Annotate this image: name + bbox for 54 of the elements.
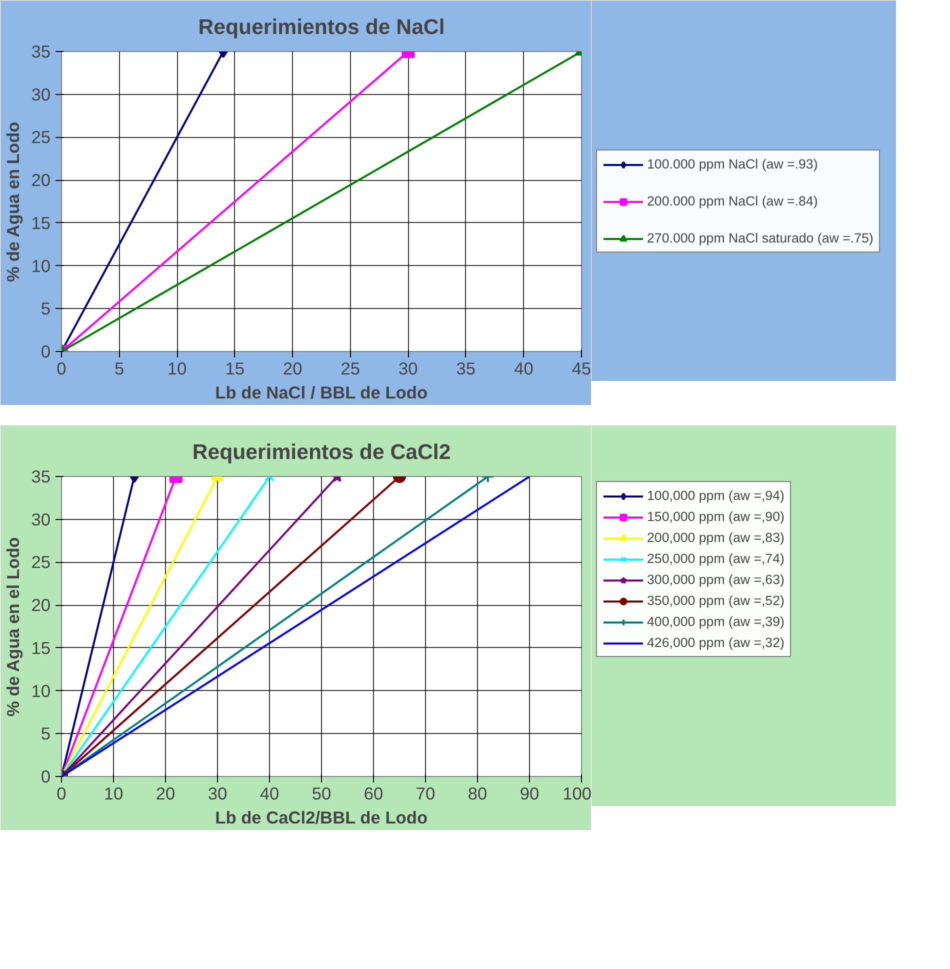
x-tick-label: 40 — [260, 784, 280, 804]
y-tick-label: 30 — [31, 84, 51, 104]
legend-label: 300,000 ppm (aw =,63) — [647, 572, 784, 587]
x-tick-label: 30 — [208, 784, 228, 804]
legend-label: 100.000 ppm NaCl (aw =.93) — [647, 156, 818, 172]
y-tick-label: 35 — [31, 42, 51, 62]
y-tick-label: 25 — [31, 127, 51, 148]
y-tick-label: 5 — [40, 724, 51, 744]
legend-label: 100,000 ppm (aw =,94) — [647, 488, 784, 503]
x-tick-label: 20 — [282, 358, 302, 378]
x-tick-label: 60 — [364, 784, 384, 804]
y-tick-label: 15 — [31, 638, 51, 658]
x-tick-label: 10 — [104, 784, 124, 804]
y-tick-label: 20 — [31, 170, 51, 190]
y-tick-label: 15 — [31, 212, 51, 233]
x-axis-title: Lb de CaCl2/BBL de Lodo — [215, 808, 428, 828]
x-tick-label: 80 — [468, 784, 488, 804]
y-axis-title: % de Agua en el Lodo — [3, 537, 24, 717]
y-tick-label: 10 — [31, 680, 51, 701]
x-tick-label: 45 — [572, 358, 592, 378]
x-tick-label: 20 — [156, 784, 176, 804]
x-axis-title: Lb de NaCl / BBL de Lodo — [215, 382, 428, 402]
y-tick-label: 0 — [40, 342, 51, 362]
legend-label: 350,000 ppm (aw =,52) — [647, 593, 784, 608]
legend-label: 250,000 ppm (aw =,74) — [647, 551, 784, 566]
x-tick-label: 25 — [340, 358, 360, 378]
y-tick-label: 25 — [31, 552, 51, 572]
y-tick-label: 10 — [31, 256, 51, 276]
legend-label: 150,000 ppm (aw =,90) — [647, 509, 784, 524]
x-tick-label: 50 — [312, 784, 332, 804]
chart-title: Requerimientos de CaCl2 — [192, 440, 451, 464]
x-tick-label: 40 — [514, 358, 534, 378]
chart-title: Requerimientos de NaCl — [198, 15, 445, 39]
y-tick-label: 30 — [31, 509, 51, 530]
legend-label: 200,000 ppm (aw =,83) — [647, 530, 784, 545]
y-tick-label: 5 — [40, 298, 51, 319]
legend-label: 426,000 ppm (aw =,32) — [647, 635, 784, 650]
x-tick-label: 30 — [398, 358, 418, 378]
x-tick-label: 100 — [562, 784, 592, 804]
y-tick-label: 20 — [31, 595, 51, 616]
y-tick-label: 35 — [31, 466, 51, 486]
legend-label: 400,000 ppm (aw =,39) — [647, 614, 784, 629]
x-tick-label: 10 — [167, 358, 187, 378]
x-tick-label: 35 — [456, 358, 476, 378]
x-tick-label: 0 — [56, 784, 66, 804]
y-axis-title: % de Agua en Lodo — [3, 122, 24, 282]
x-tick-label: 90 — [520, 784, 540, 804]
legend-label: 200.000 ppm NaCl (aw =.84) — [647, 194, 818, 208]
x-tick-label: 70 — [416, 784, 436, 804]
x-tick-label: 0 — [56, 358, 66, 378]
x-tick-label: 5 — [114, 358, 124, 378]
legend-label: 270.000 ppm NaCl saturado (aw =.75) — [647, 230, 874, 246]
x-tick-label: 15 — [225, 358, 244, 378]
y-tick-label: 0 — [40, 766, 51, 786]
